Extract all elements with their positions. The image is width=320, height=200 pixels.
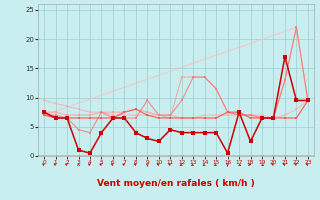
X-axis label: Vent moyen/en rafales ( km/h ): Vent moyen/en rafales ( km/h ): [97, 179, 255, 188]
